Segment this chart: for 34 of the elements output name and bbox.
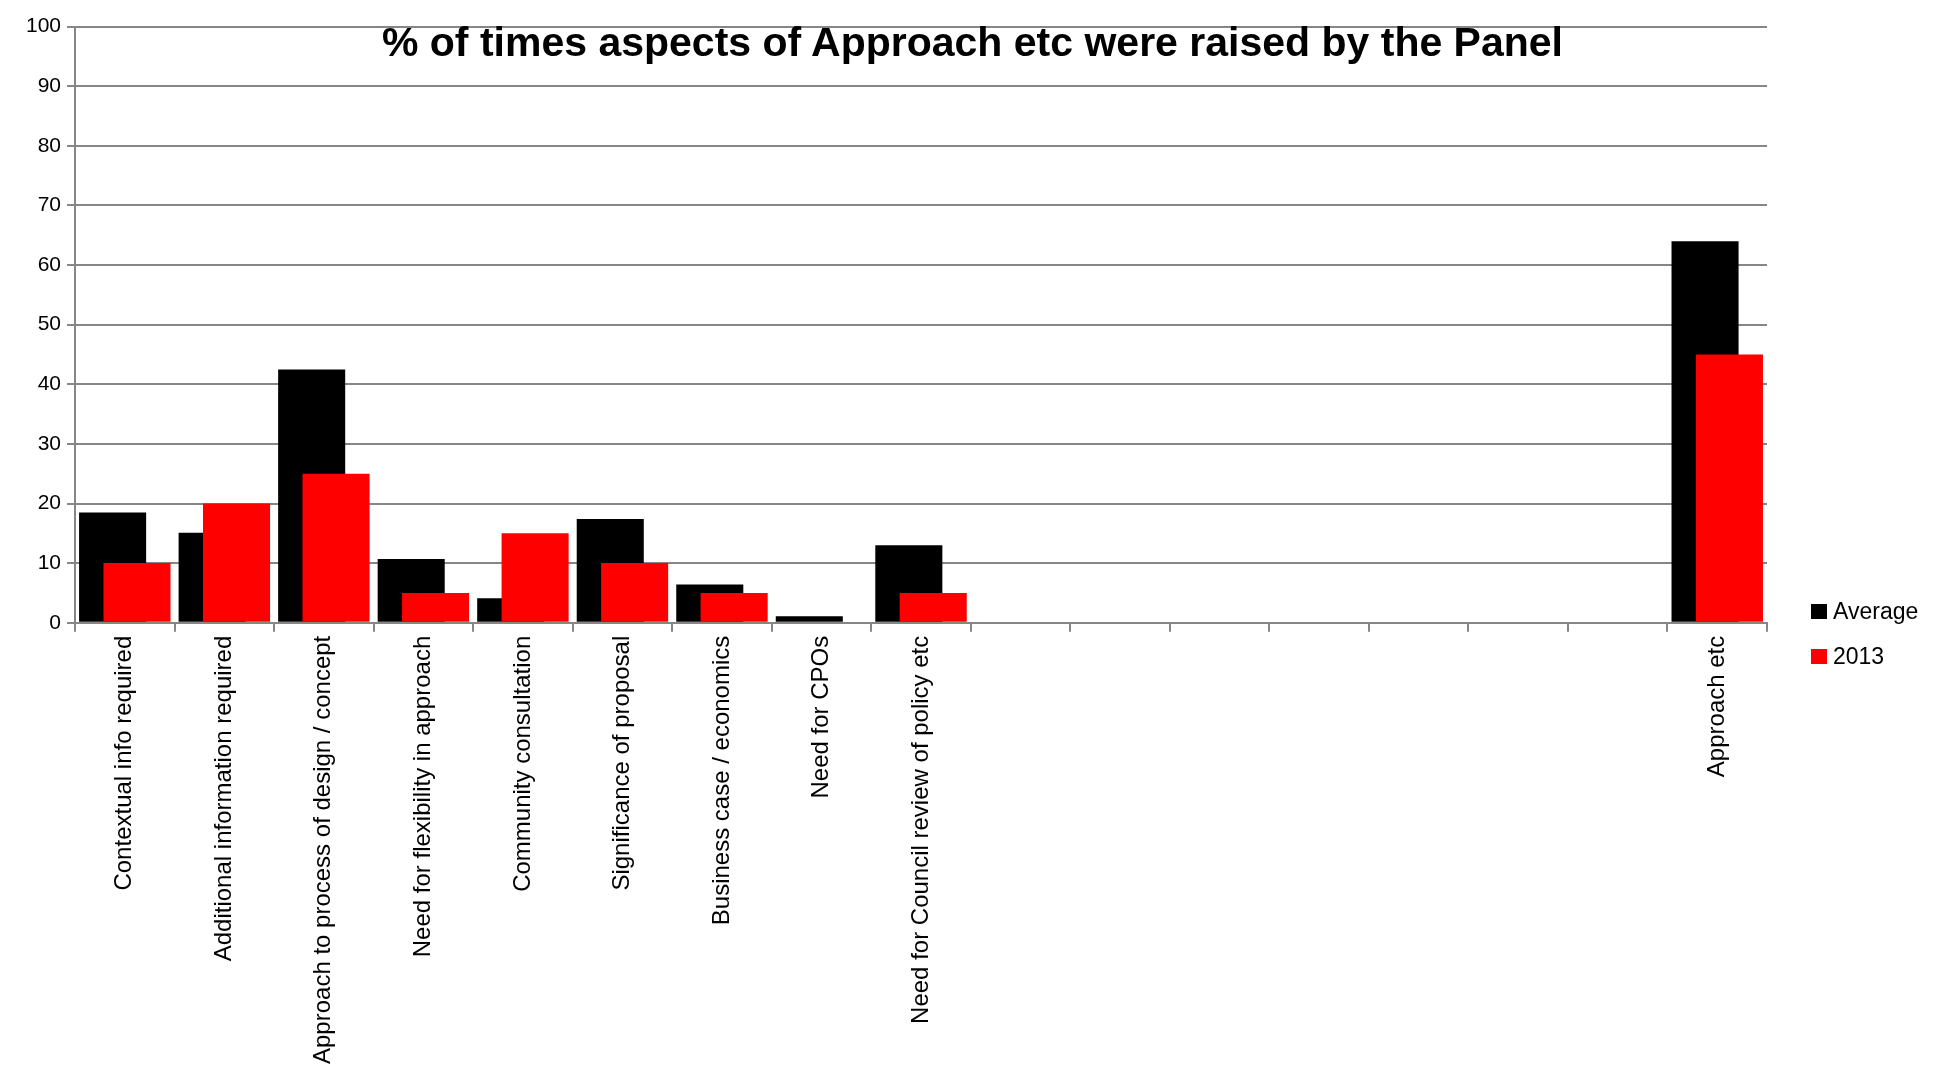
x-tick-label: Approach etc bbox=[1701, 635, 1729, 778]
y-tick-label: 80 bbox=[37, 132, 62, 156]
y-tick-label: 100 bbox=[25, 13, 62, 37]
y-tick-label: 0 bbox=[49, 609, 62, 633]
y-tick-label: 20 bbox=[37, 490, 62, 514]
legend-label: 2013 bbox=[1833, 642, 1885, 670]
y-tick-label: 40 bbox=[37, 371, 62, 395]
x-tick-label: Significance of proposal bbox=[607, 635, 635, 891]
bar bbox=[1695, 354, 1763, 622]
bar bbox=[700, 592, 768, 622]
x-tick-label: Community consultation bbox=[507, 635, 535, 892]
legend-label: Average bbox=[1833, 597, 1919, 625]
bar bbox=[775, 616, 843, 622]
y-tick-label: 30 bbox=[37, 430, 62, 454]
x-tick-label: Need for Council review of policy etc bbox=[905, 635, 933, 1024]
x-tick-label: Contextual info required bbox=[109, 635, 137, 891]
x-tick-label: Need for flexibility in approach bbox=[408, 635, 436, 958]
bar bbox=[501, 533, 569, 622]
bar bbox=[103, 563, 171, 622]
y-tick-label: 60 bbox=[37, 251, 62, 275]
bar bbox=[899, 592, 967, 622]
bar bbox=[601, 563, 669, 622]
x-tick-label: Approach to process of design / concept bbox=[308, 635, 336, 1064]
x-tick-label: Business case / economics bbox=[706, 635, 734, 926]
y-tick-label: 70 bbox=[37, 192, 62, 216]
x-tick-label: Need for CPOs bbox=[806, 635, 834, 799]
bar bbox=[402, 592, 470, 622]
chart-title: % of times aspects of Approach etc were raised by the Panel bbox=[381, 19, 1564, 65]
y-tick-label: 50 bbox=[37, 311, 62, 335]
bar bbox=[202, 503, 271, 622]
x-tick-label: Additional information required bbox=[208, 635, 236, 962]
y-tick-label: 90 bbox=[37, 73, 62, 97]
bar bbox=[302, 473, 370, 622]
y-tick-label: 10 bbox=[37, 549, 62, 573]
